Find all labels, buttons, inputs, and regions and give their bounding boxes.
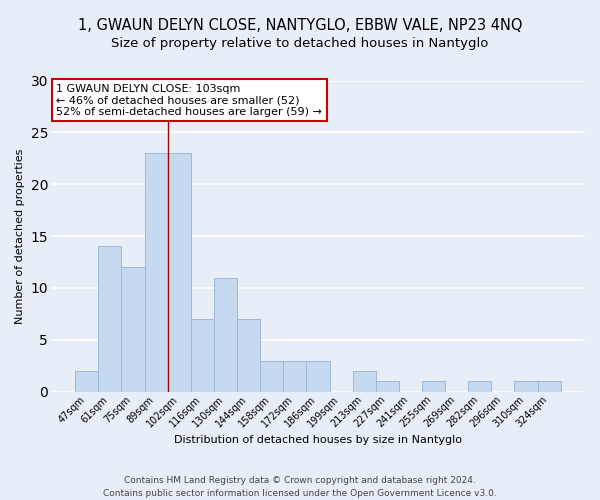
Bar (514, 382, 538, 392)
Bar (168, 153, 191, 392)
Bar (283, 360, 307, 392)
Bar (353, 371, 376, 392)
Bar (237, 319, 260, 392)
Bar (376, 382, 399, 392)
Bar (538, 382, 561, 392)
Bar (98, 246, 121, 392)
Text: 1 GWAUN DELYN CLOSE: 103sqm
← 46% of detached houses are smaller (52)
52% of sem: 1 GWAUN DELYN CLOSE: 103sqm ← 46% of det… (56, 84, 322, 117)
Bar (75, 371, 98, 392)
Bar (191, 319, 214, 392)
Bar (214, 278, 237, 392)
Bar (307, 360, 329, 392)
Text: Size of property relative to detached houses in Nantyglo: Size of property relative to detached ho… (112, 38, 488, 51)
Y-axis label: Number of detached properties: Number of detached properties (15, 148, 25, 324)
Bar (145, 153, 168, 392)
Bar (260, 360, 283, 392)
Bar (422, 382, 445, 392)
Text: 1, GWAUN DELYN CLOSE, NANTYGLO, EBBW VALE, NP23 4NQ: 1, GWAUN DELYN CLOSE, NANTYGLO, EBBW VAL… (78, 18, 522, 32)
Text: Contains HM Land Registry data © Crown copyright and database right 2024.
Contai: Contains HM Land Registry data © Crown c… (103, 476, 497, 498)
X-axis label: Distribution of detached houses by size in Nantyglo: Distribution of detached houses by size … (174, 435, 462, 445)
Bar (468, 382, 491, 392)
Bar (121, 267, 145, 392)
